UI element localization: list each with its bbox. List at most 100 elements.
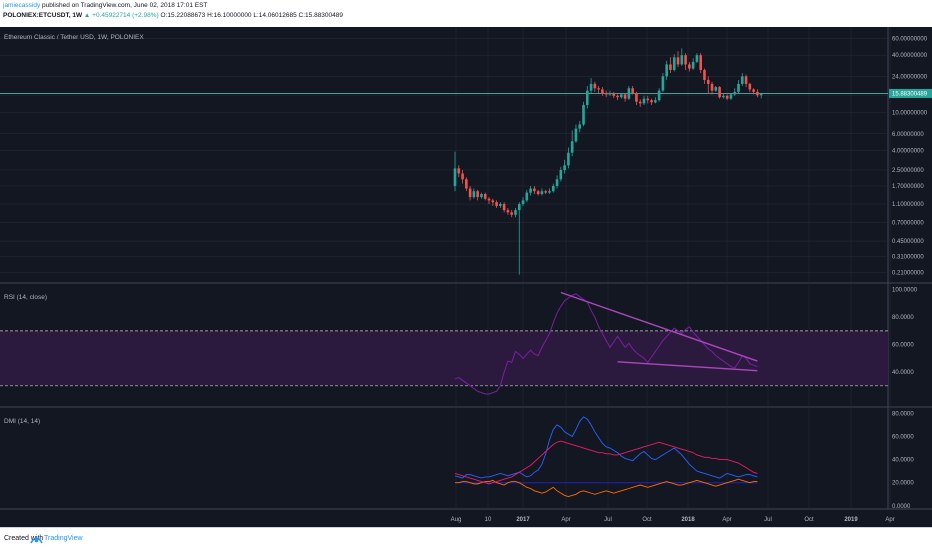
price-tick-label: 60.00000000: [892, 36, 928, 42]
candle-body: [646, 98, 650, 101]
candle-body: [461, 173, 464, 180]
candle-body: [714, 87, 718, 91]
symbol-label: POLONIEX:ETCUSDT, 1W: [3, 12, 83, 19]
publish-date-text: published on TradingView.com, June 02, 2…: [40, 2, 208, 9]
price-tick-label: 4.00000000: [892, 149, 924, 155]
candle-body: [638, 101, 642, 104]
candle-body: [567, 152, 570, 166]
header-bar: jamiecassidy published on TradingView.co…: [0, 0, 932, 27]
x-tick-label: Apr: [722, 517, 731, 523]
x-tick-label: Oct: [804, 517, 814, 523]
candle-body: [616, 95, 619, 98]
rsi-band: [0, 330, 888, 386]
candle-body: [517, 204, 521, 211]
candle-body: [654, 100, 657, 103]
candle-body: [710, 83, 714, 91]
candle-body: [661, 76, 665, 91]
x-tick-label: Apr: [885, 517, 894, 523]
rsi-line: [454, 293, 758, 395]
candle-body: [525, 192, 529, 201]
candle-body: [695, 55, 699, 62]
candle-body: [612, 93, 616, 96]
price-change: ▲ +0.45922714 (+2.98%): [83, 12, 159, 19]
candle-body: [665, 64, 668, 77]
dmi-tick-label: 40.0000: [892, 458, 914, 464]
candle-body: [601, 89, 604, 94]
candle-body: [457, 168, 461, 174]
candle-body: [744, 76, 748, 84]
candle-body: [472, 191, 476, 198]
candle-body: [725, 95, 729, 99]
candle-body: [491, 200, 495, 203]
x-tick-label: Jul: [604, 517, 612, 523]
candle-body: [627, 88, 631, 99]
candle-body: [544, 191, 548, 193]
candle-body: [453, 168, 457, 186]
candle-body: [635, 93, 638, 102]
candle-body: [729, 94, 733, 99]
candle-body: [476, 191, 479, 198]
rsi-trendline: [617, 361, 758, 372]
tradingview-link[interactable]: TradingView: [44, 535, 83, 542]
candle-body: [722, 95, 725, 98]
candle-body: [631, 88, 634, 94]
candle-body: [480, 194, 483, 198]
dmi-tick-label: 20.0000: [892, 481, 914, 487]
chart-canvas[interactable]: Aug 10 2017 Apr Jul Oct 2018 Apr Jul Oct 2019 Apr 40…: [0, 27, 932, 527]
price-tick-label: 1.10000000: [892, 202, 924, 208]
candle-body: [487, 198, 491, 201]
candle-body: [756, 91, 759, 96]
price-tick-label: 1.70000000: [892, 184, 924, 190]
price-tick-label: 40.00000000: [892, 53, 928, 59]
created-with-text: Created with: [4, 535, 44, 542]
candle-body: [676, 57, 680, 65]
candle-body: [536, 191, 540, 195]
candle-body: [706, 79, 710, 84]
candle-body: [748, 83, 752, 90]
plus-di-line: [454, 416, 758, 479]
candle-body: [597, 88, 600, 90]
candle-body: [752, 89, 755, 92]
x-tick-label: Aug: [451, 517, 462, 523]
footer: Created with TradingView: [0, 527, 932, 551]
price-tick-label: 0.45000000: [892, 239, 924, 245]
candle-body: [604, 93, 608, 95]
candle-body: [740, 76, 744, 84]
candle-body: [529, 188, 532, 193]
candle-body: [691, 61, 695, 69]
price-tick-label: 0.21000000: [892, 271, 924, 277]
x-tick-label: 10: [485, 517, 492, 523]
publish-info: jamiecassidy published on TradingView.co…: [3, 2, 207, 9]
dmi-tick-label: 0.0000: [892, 504, 911, 510]
adx-line: [454, 440, 758, 485]
candle-body: [495, 202, 498, 206]
candle-body: [555, 179, 559, 186]
candle-body: [699, 55, 702, 70]
price-tick-label: 6.00000000: [892, 132, 924, 138]
author-link[interactable]: jamiecassidy: [3, 2, 41, 9]
rsi-tick-label: 60.0000: [892, 343, 914, 349]
chart-background: [0, 27, 932, 527]
candle-body: [608, 93, 612, 95]
dmi-tick-label: 60.0000: [892, 434, 914, 440]
candle-body: [514, 210, 517, 215]
candle-body: [737, 83, 740, 92]
tradingview-logo-icon: [30, 537, 43, 544]
candle-body: [759, 93, 763, 96]
candle-body: [540, 191, 544, 195]
candle-body: [620, 94, 623, 98]
rsi-tick-label: 40.0000: [892, 370, 914, 376]
x-tick-label: Jul: [764, 517, 772, 523]
candle-body: [521, 200, 525, 205]
rsi-trendline: [560, 291, 758, 362]
symbol-info: POLONIEX:ETCUSDT, 1W ▲ +0.45922714 (+2.9…: [3, 12, 343, 19]
candle-body: [688, 64, 691, 69]
dmi-tick-label: 80.0000: [892, 411, 914, 417]
rsi-tick-label: 80.0000: [892, 315, 914, 321]
last-price-label: 15.88300489: [892, 91, 928, 97]
x-tick-label: Apr: [561, 517, 570, 523]
candle-body: [672, 57, 676, 70]
candle-body: [483, 194, 487, 199]
candle-body: [582, 105, 585, 125]
candle-body: [499, 204, 502, 206]
